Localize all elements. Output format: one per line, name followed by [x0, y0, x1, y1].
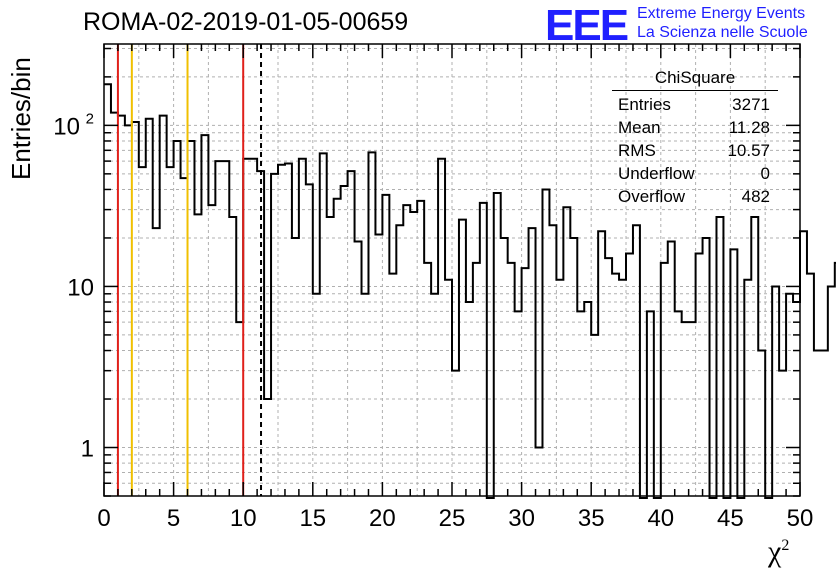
stats-value: 10.57: [727, 141, 770, 160]
y-tick-label-sup: 2: [86, 110, 94, 127]
x-axis-label: χ2: [768, 535, 789, 569]
x-tick-label: 40: [647, 505, 674, 532]
chart-title: ROMA-02-2019-01-05-00659: [83, 8, 409, 36]
stats-label: RMS: [618, 141, 656, 160]
x-axis-label-chi: χ: [768, 535, 782, 568]
x-tick-label: 20: [369, 505, 396, 532]
x-tick-label: 10: [230, 505, 257, 532]
stats-value: 3271: [732, 95, 770, 114]
histogram-line: [104, 83, 836, 499]
logo-line-2: La Scienza nelle Scuole: [637, 24, 808, 41]
stats-title: ChiSquare: [612, 68, 778, 91]
stats-row-rms: RMS 10.57: [612, 139, 778, 162]
stats-label: Mean: [618, 118, 661, 137]
logo-line-1: Extreme Energy Events: [637, 5, 806, 22]
x-tick-label: 0: [97, 505, 110, 532]
x-axis-label-sup: 2: [781, 537, 790, 554]
x-tick-label: 15: [299, 505, 326, 532]
y-tick-label: 1: [81, 436, 94, 463]
x-tick-label: 45: [717, 505, 744, 532]
y-tick-label: 10: [53, 113, 80, 140]
stats-box: ChiSquare Entries 3271 Mean 11.28 RMS 10.57…: [612, 68, 778, 208]
stats-row-entries: Entries 3271: [612, 93, 778, 116]
stats-label: Overflow: [618, 187, 686, 206]
x-tick-label: 25: [439, 505, 466, 532]
x-tick-label: 30: [508, 505, 535, 532]
x-tick-label: 50: [787, 505, 814, 532]
stats-value: 482: [741, 187, 770, 206]
stats-value: 0: [760, 164, 770, 183]
stats-row-mean: Mean 11.28: [612, 116, 778, 139]
y-tick-label: 10: [67, 274, 94, 301]
stats-row-underflow: Underflow 0: [612, 162, 778, 185]
x-tick-label: 35: [578, 505, 605, 532]
stats-value: 11.28: [728, 118, 770, 137]
x-tick-label: 5: [167, 505, 180, 532]
stats-label: Underflow: [618, 164, 695, 183]
stats-label: Entries: [618, 95, 671, 114]
stats-row-overflow: Overflow 482: [612, 185, 778, 208]
eee-logo: EEE: [545, 1, 629, 50]
